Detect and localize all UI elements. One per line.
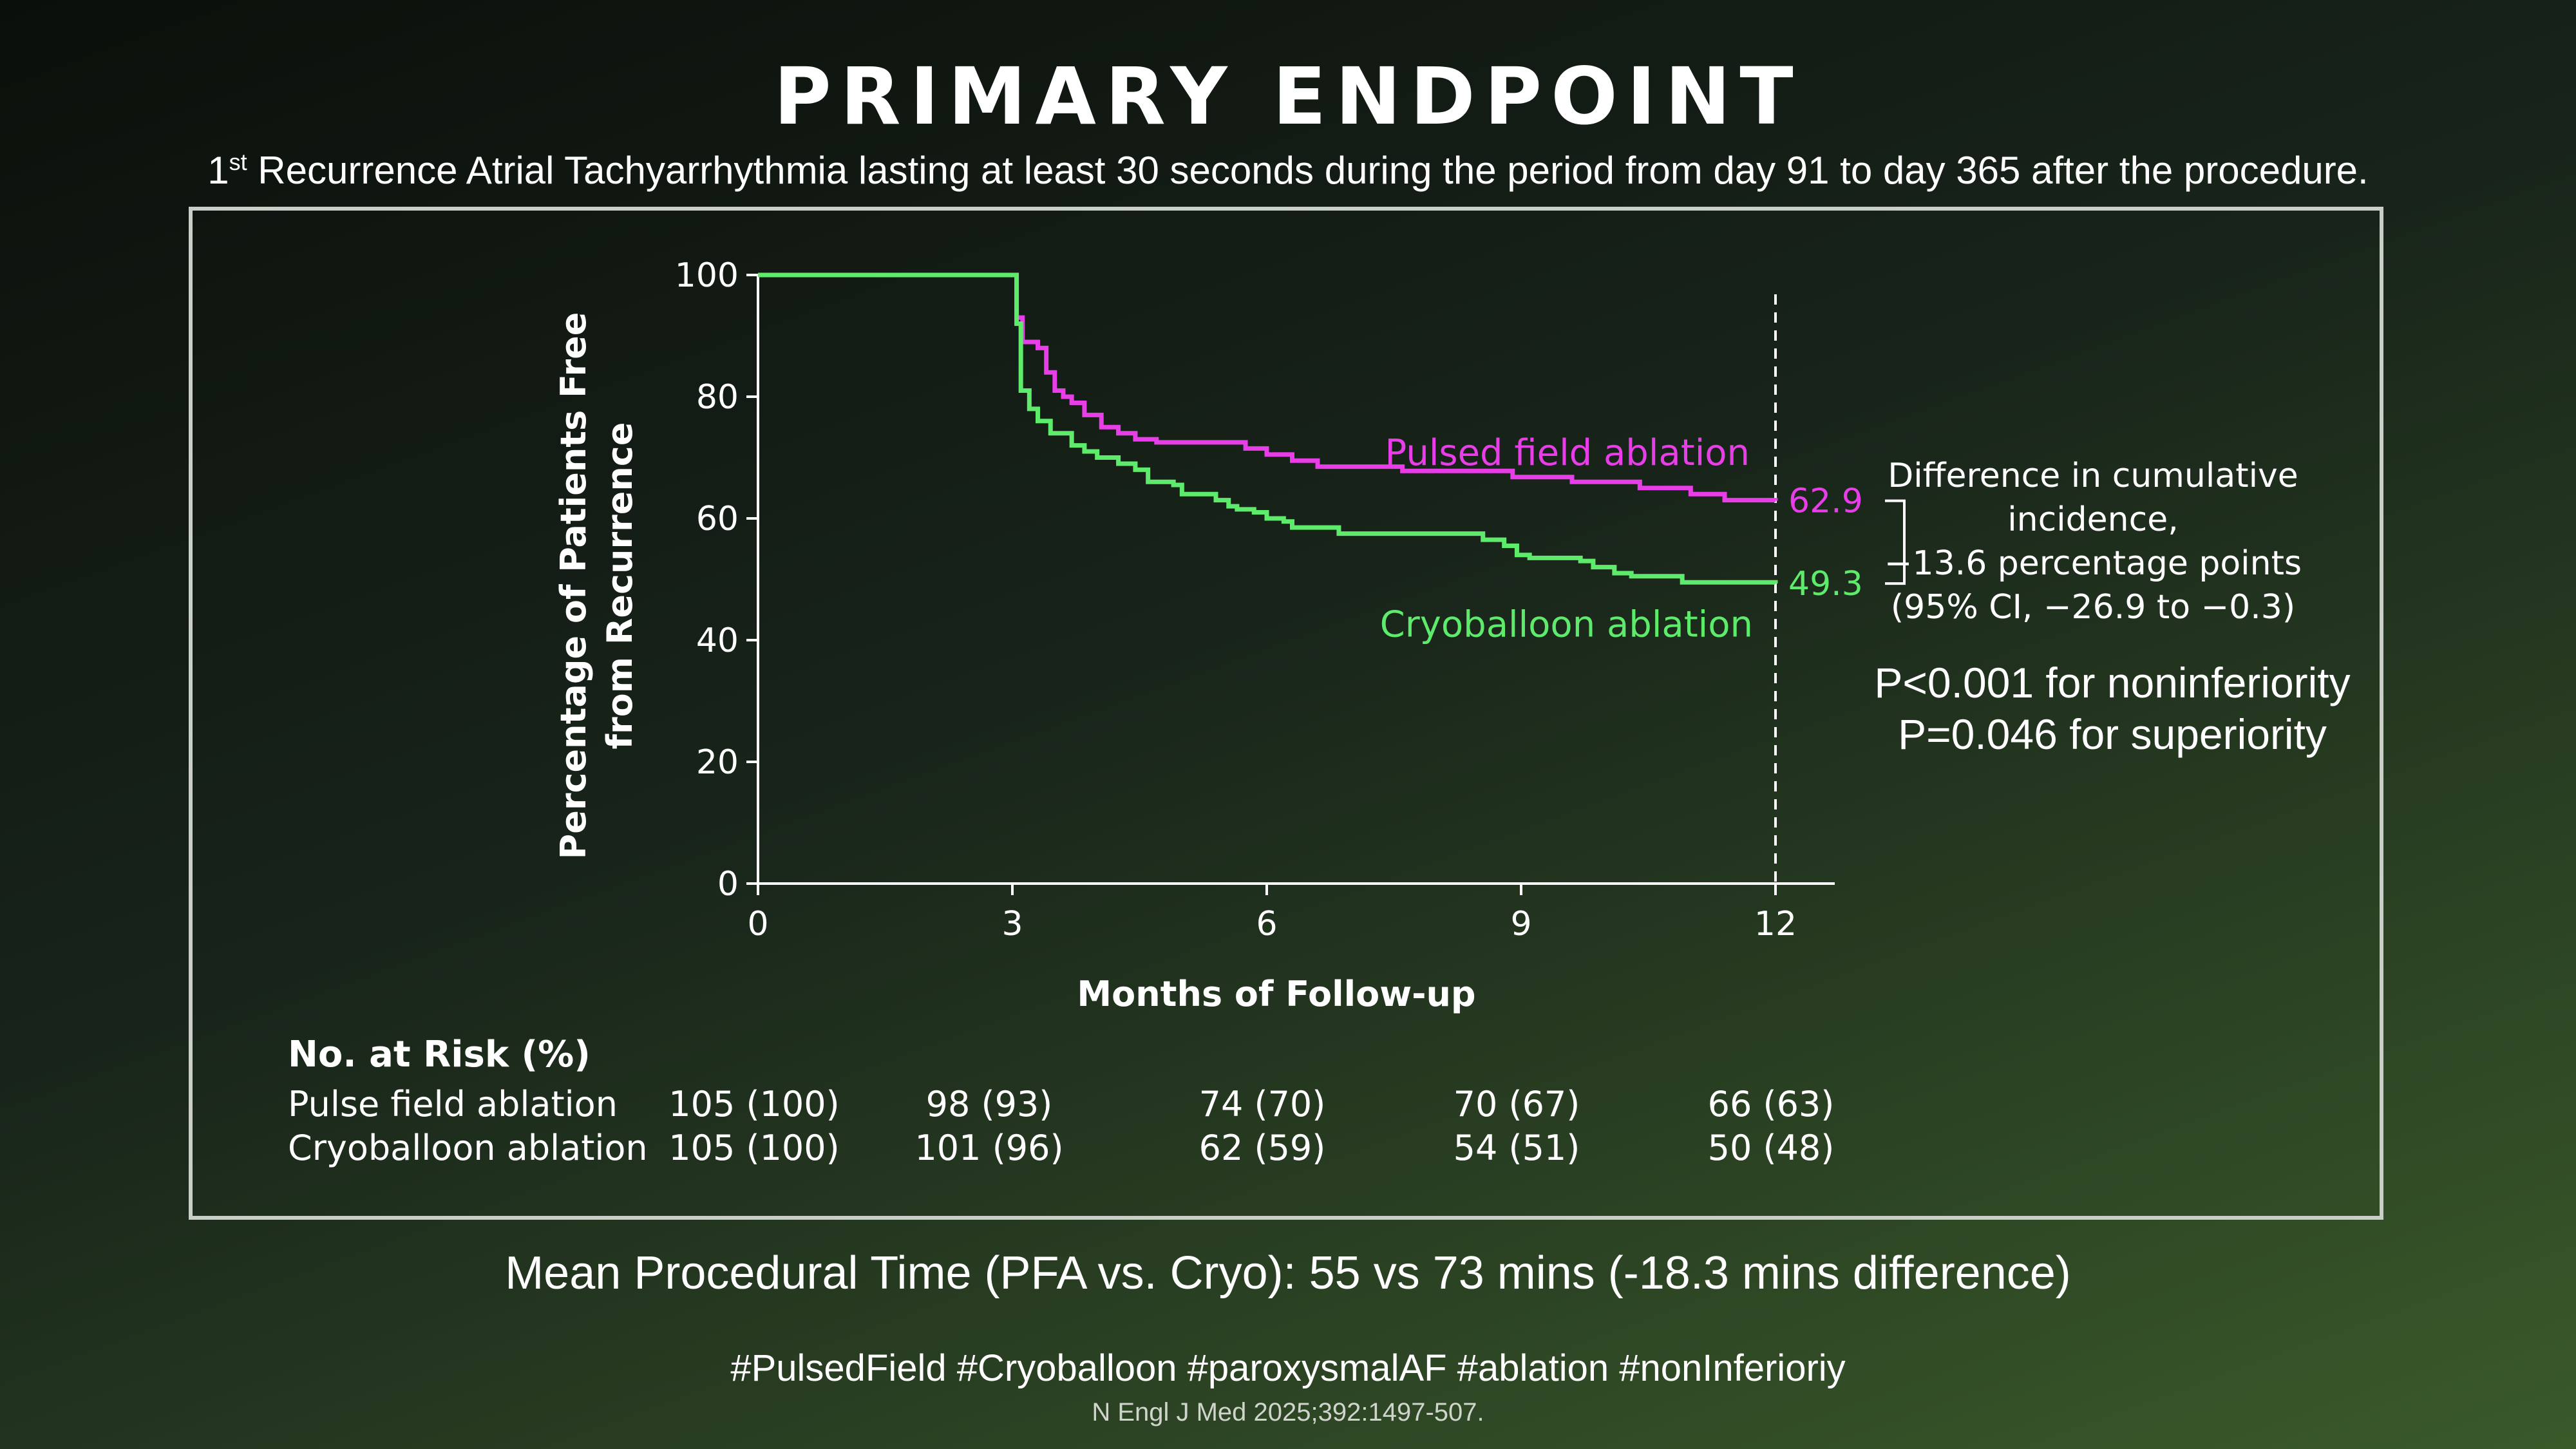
slide-subtitle: 1st Recurrence Atrial Tachyarrhythmia la… [0,137,2576,196]
risk-cell: 50 (48) [1707,1128,1835,1168]
cryo-curve [758,272,1778,585]
difference-line-2: incidence, [2007,500,2179,539]
pfa-series-label: Pulsed field ablation [1385,432,1750,474]
risk-row-label-cryo: Cryoballoon ablation [288,1128,648,1168]
y-tick-label: 60 [696,500,739,538]
x-tick-label: 0 [747,905,768,943]
subtitle-text: Recurrence Atrial Tachyarrhythmia lastin… [247,149,2369,192]
subtitle-prefix: 1 [207,149,229,192]
pfa-end-value: 62.9 [1788,482,1863,521]
risk-cell: 101 (96) [914,1128,1064,1168]
y-tick-label: 40 [696,621,739,660]
y-axis-label-line: Percentage of Patients Free [553,312,594,860]
x-tick-label: 6 [1256,905,1277,943]
pfa-curve [758,272,1778,503]
chart-series [758,272,1778,585]
y-axis-label-line: from Recurrence [600,422,640,750]
chart-panel: 0 3 6 9 12 0 20 40 60 80 100 Months of Follow-up Per… [189,207,2383,1220]
risk-table-title: No. at Risk (%) [288,1034,591,1075]
cryo-end-value: 49.3 [1788,565,1863,603]
x-axis-label: Months of Follow-up [1077,974,1475,1014]
chart-labels: 62.9 49.3 Pulsed field ablation Cryoballoon… [1380,432,1906,645]
risk-cell: 74 (70) [1198,1084,1326,1124]
risk-cell: 66 (63) [1707,1084,1835,1124]
chart-axes: 0 3 6 9 12 0 20 40 60 80 100 Months of Follow-up Per… [553,256,1835,1014]
slide-title: PRIMARY ENDPOINT [773,51,1803,142]
x-tick-label: 12 [1754,905,1797,943]
risk-cell: 54 (51) [1453,1128,1580,1168]
p-noninferiority: P<0.001 for noninferiority [1874,659,2351,706]
difference-note: Difference in cumulative incidence, −13.… [1868,454,2318,629]
risk-cell: 62 (59) [1198,1128,1326,1168]
y-tick-label: 0 [717,865,739,904]
citation: N Engl J Med 2025;392:1497-507. [1092,1398,1484,1426]
hashtags: #PulsedField #Cryoballoon #paroxysmalAF … [730,1347,1846,1389]
risk-cell: 105 (100) [668,1084,840,1124]
x-tick-label: 3 [1001,905,1023,943]
y-tick-label: 80 [696,378,739,417]
risk-cell: 98 (93) [925,1084,1053,1124]
risk-cell: 70 (67) [1453,1084,1580,1124]
y-tick-label: 20 [696,743,739,782]
cryo-series-label: Cryoballoon ablation [1380,603,1753,645]
risk-row-label-pfa: Pulse field ablation [288,1084,618,1124]
km-chart: 0 3 6 9 12 0 20 40 60 80 100 Months of Follow-up Per… [553,256,1906,1014]
subtitle-superscript: st [229,149,247,175]
x-tick-label: 9 [1510,905,1531,943]
p-superiority: P=0.046 for superiority [1898,710,2327,758]
procedural-time: Mean Procedural Time (PFA vs. Cryo): 55 … [505,1247,2071,1299]
risk-cell: 105 (100) [668,1128,840,1168]
difference-line-1: Difference in cumulative [1888,457,2298,495]
difference-line-3: −13.6 percentage points [1884,544,2302,583]
y-tick-label: 100 [675,256,739,295]
difference-bracket [1885,499,1906,585]
difference-line-4: (95% CI, −26.9 to −0.3) [1890,588,2296,627]
p-values: P<0.001 for noninferiority P=0.046 for s… [1823,657,2402,760]
